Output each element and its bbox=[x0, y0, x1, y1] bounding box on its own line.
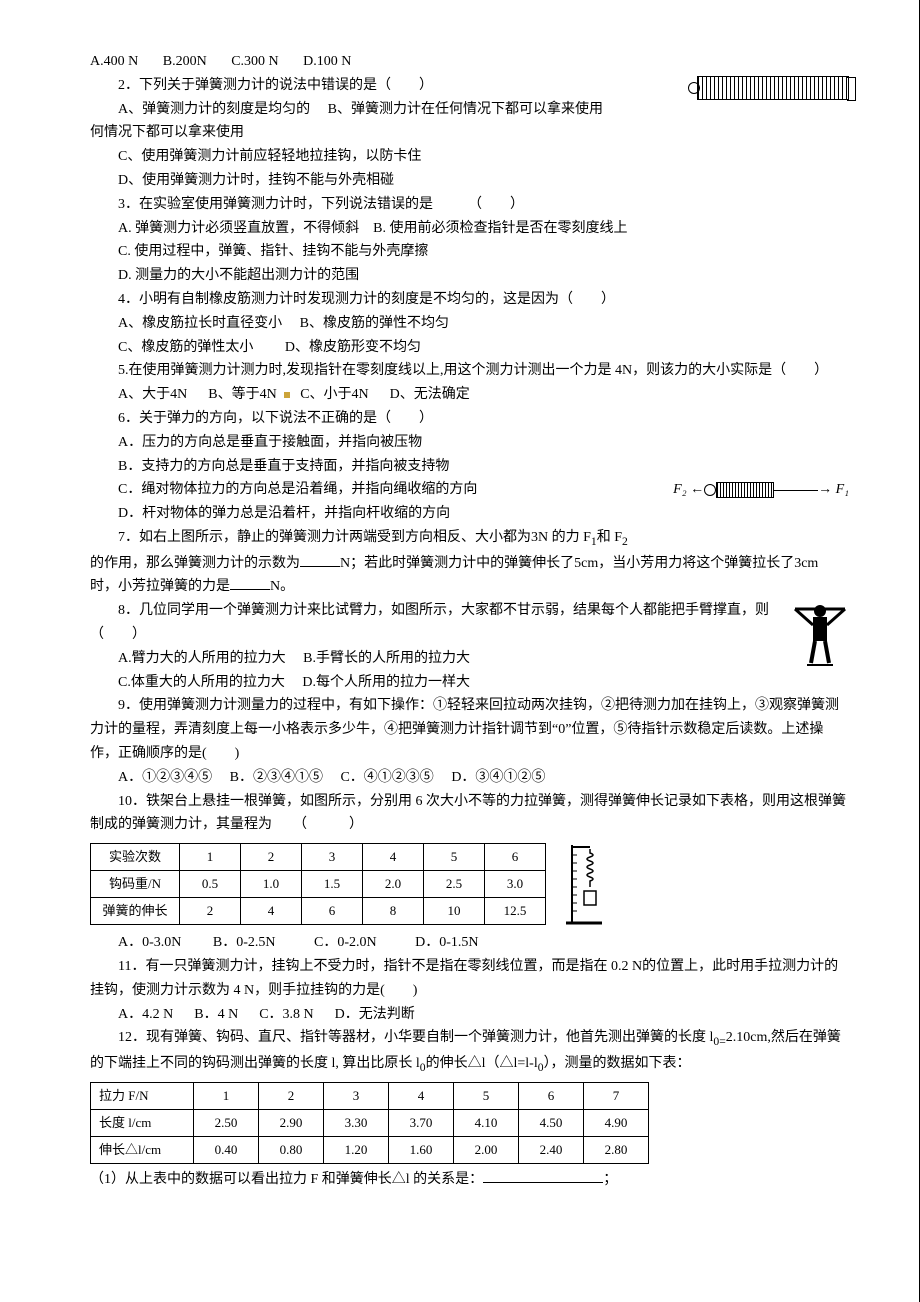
q6-A: A．压力的方向总是垂直于接触面，并指向被压物 bbox=[90, 431, 849, 455]
q9-C: C．④①②③⑤ bbox=[340, 766, 433, 790]
q5-D: D、无法确定 bbox=[390, 387, 470, 402]
q11-C: C．3.8 N bbox=[259, 1007, 313, 1022]
q1-B: B.200N bbox=[163, 54, 207, 69]
q5-stem: 5.在使用弹簧测力计测力时,发现指针在零刻度线以上,用这个测力计测出一个力是 4… bbox=[90, 359, 849, 383]
q8-C: C.体重大的人所用的拉力大 bbox=[118, 675, 285, 690]
q9-stem: 9．使用弹簧测力计测量力的过程中，有如下操作：①轻轻来回拉动两次挂钩，②把待测力… bbox=[90, 694, 849, 765]
q4-C: C、橡皮筋的弹性太小 bbox=[118, 340, 253, 355]
q8-A: A.臂力大的人所用的拉力大 bbox=[118, 651, 286, 666]
q7-line1: 7．如右上图所示，静止的弹簧测力计两端受到方向相反、大小都为3N 的力 F1和 … bbox=[90, 526, 849, 552]
q11-B: B．4 N bbox=[194, 1007, 238, 1022]
q12-table: 拉力 F/N 1 2 3 4 5 6 7 长度 l/cm 2.50 2.90 3… bbox=[90, 1082, 649, 1164]
q4-A: A、橡皮筋拉长时直径变小 bbox=[118, 316, 282, 331]
q4-CD: C、橡皮筋的弹性太小 D、橡皮筋形变不均匀 bbox=[90, 336, 849, 360]
q4-AB: A、橡皮筋拉长时直径变小 B、橡皮筋的弹性不均匀 bbox=[90, 312, 849, 336]
q2-figure bbox=[697, 74, 849, 109]
q6-B: B．支持力的方向总是垂直于支持面，并指向被支持物 bbox=[90, 455, 849, 479]
q1-D: D.100 N bbox=[303, 54, 351, 69]
q9-A: A．①②③④⑤ bbox=[118, 766, 212, 790]
q10-C: C．0-2.0N bbox=[314, 931, 377, 955]
q2-B: B、弹簧测力计在任何情况下都可以拿来使用 bbox=[328, 102, 603, 117]
q3-stem: 3．在实验室使用弹簧测力计时，下列说法错误的是 （ ） bbox=[90, 193, 849, 217]
q10-A: A．0-3.0N bbox=[118, 931, 181, 955]
q6-f2-label: F₂ bbox=[673, 478, 686, 502]
q10-opts: A．0-3.0N B．0-2.5N C．0-2.0N D．0-1.5N bbox=[90, 931, 849, 955]
decor-dot-icon bbox=[284, 392, 290, 398]
q2-A: A、弹簧测力计的刻度是均匀的 bbox=[118, 102, 310, 117]
q6-figure: F₂ ←→ F₁ bbox=[673, 478, 849, 502]
q5-opts: A、大于4N B、等于4N C、小于4N D、无法确定 bbox=[90, 383, 849, 407]
q11-stem: 11．有一只弹簧测力计，挂钩上不受力时，指针不是指在零刻线位置，而是指在 0.2… bbox=[90, 955, 849, 1003]
q8-figure bbox=[791, 599, 849, 669]
q3-C: C. 使用过程中，弹簧、指针、挂钩不能与外壳摩擦 bbox=[90, 240, 849, 264]
q10-stem: 10．铁架台上悬挂一根弹簧，如图所示，分别用 6 次大小不等的力拉弹簧，测得弹簧… bbox=[90, 790, 849, 838]
q10-figure bbox=[564, 841, 612, 927]
q4-B: B、橡皮筋的弹性不均匀 bbox=[300, 316, 449, 331]
q11-D: D．无法判断 bbox=[335, 1007, 415, 1022]
q2-B-rest: 何情况下都可以拿来使用 bbox=[90, 121, 849, 145]
q6-stem: 6．关于弹力的方向，以下说法不正确的是（ ） bbox=[90, 407, 849, 431]
q5-B: B、等于4N bbox=[208, 387, 276, 402]
q12-blank1 bbox=[483, 1168, 603, 1183]
q1-options: A.400 N B.200N C.300 N D.100 N bbox=[90, 50, 849, 74]
q8-D: D.每个人所用的拉力一样大 bbox=[302, 675, 470, 690]
q4-D: D、橡皮筋形变不均匀 bbox=[285, 340, 421, 355]
q10-D: D．0-1.5N bbox=[415, 931, 478, 955]
q7-blank2 bbox=[230, 575, 270, 590]
q9-B: B．②③④①⑤ bbox=[230, 766, 323, 790]
q8-CD: C.体重大的人所用的拉力大 D.每个人所用的拉力一样大 bbox=[90, 671, 849, 695]
q11-opts: A．4.2 N B．4 N C．3.8 N D．无法判断 bbox=[90, 1003, 849, 1027]
q3-AB: A. 弹簧测力计必须竖直放置，不得倾斜 B. 使用前必须检查指针是否在零刻度线上 bbox=[90, 217, 849, 241]
q5-A: A、大于4N bbox=[118, 387, 187, 402]
q6-D: D．杆对物体的弹力总是沿着杆，并指向杆收缩的方向 bbox=[90, 502, 849, 526]
q8-stem: 8．几位同学用一个弹簧测力计来比试臂力，如图所示，大家都不甘示弱，结果每个人都能… bbox=[90, 599, 849, 647]
q2-C: C、使用弹簧测力计前应轻轻地拉挂钩，以防卡住 bbox=[90, 145, 849, 169]
q12-sub1: （1）从上表中的数据可以看出拉力 F 和弹簧伸长△l 的关系是：； bbox=[90, 1168, 849, 1192]
q8-AB: A.臂力大的人所用的拉力大 B.手臂长的人所用的拉力大 bbox=[90, 647, 849, 671]
q8-B: B.手臂长的人所用的拉力大 bbox=[303, 651, 470, 666]
q1-C: C.300 N bbox=[231, 54, 278, 69]
q10-table: 实验次数 1 2 3 4 5 6 钩码重/N 0.5 1.0 1.5 2.0 2… bbox=[90, 843, 546, 925]
q12-stem: 12．现有弹簧、钩码、直尺、指针等器材，小华要自制一个弹簧测力计，他首先测出弹簧… bbox=[90, 1026, 849, 1077]
q10-B: B．0-2.5N bbox=[213, 931, 276, 955]
q9-D: D．③④①②⑤ bbox=[451, 766, 545, 790]
q11-A: A．4.2 N bbox=[118, 1007, 173, 1022]
q1-A: A.400 N bbox=[90, 54, 138, 69]
q7-blank1 bbox=[300, 552, 340, 567]
q2-D: D、使用弹簧测力计时，挂钩不能与外壳相碰 bbox=[90, 169, 849, 193]
q3-B: B. 使用前必须检查指针是否在零刻度线上 bbox=[373, 221, 627, 236]
q5-C: C、小于4N bbox=[300, 387, 368, 402]
q3-D: D. 测量力的大小不能超出测力计的范围 bbox=[90, 264, 849, 288]
q6-f1-label: F₁ bbox=[836, 478, 849, 502]
q9-opts: A．①②③④⑤ B．②③④①⑤ C．④①②③⑤ D．③④①②⑤ bbox=[90, 766, 849, 790]
q4-stem: 4．小明有自制橡皮筋测力计时发现测力计的刻度是不均匀的，这是因为（ ） bbox=[90, 288, 849, 312]
q7-line2: 的作用，那么弹簧测力计的示数为N；若此时弹簧测力计中的弹簧伸长了5cm，当小芳用… bbox=[90, 552, 849, 600]
q3-A: A. 弹簧测力计必须竖直放置，不得倾斜 bbox=[118, 221, 359, 236]
